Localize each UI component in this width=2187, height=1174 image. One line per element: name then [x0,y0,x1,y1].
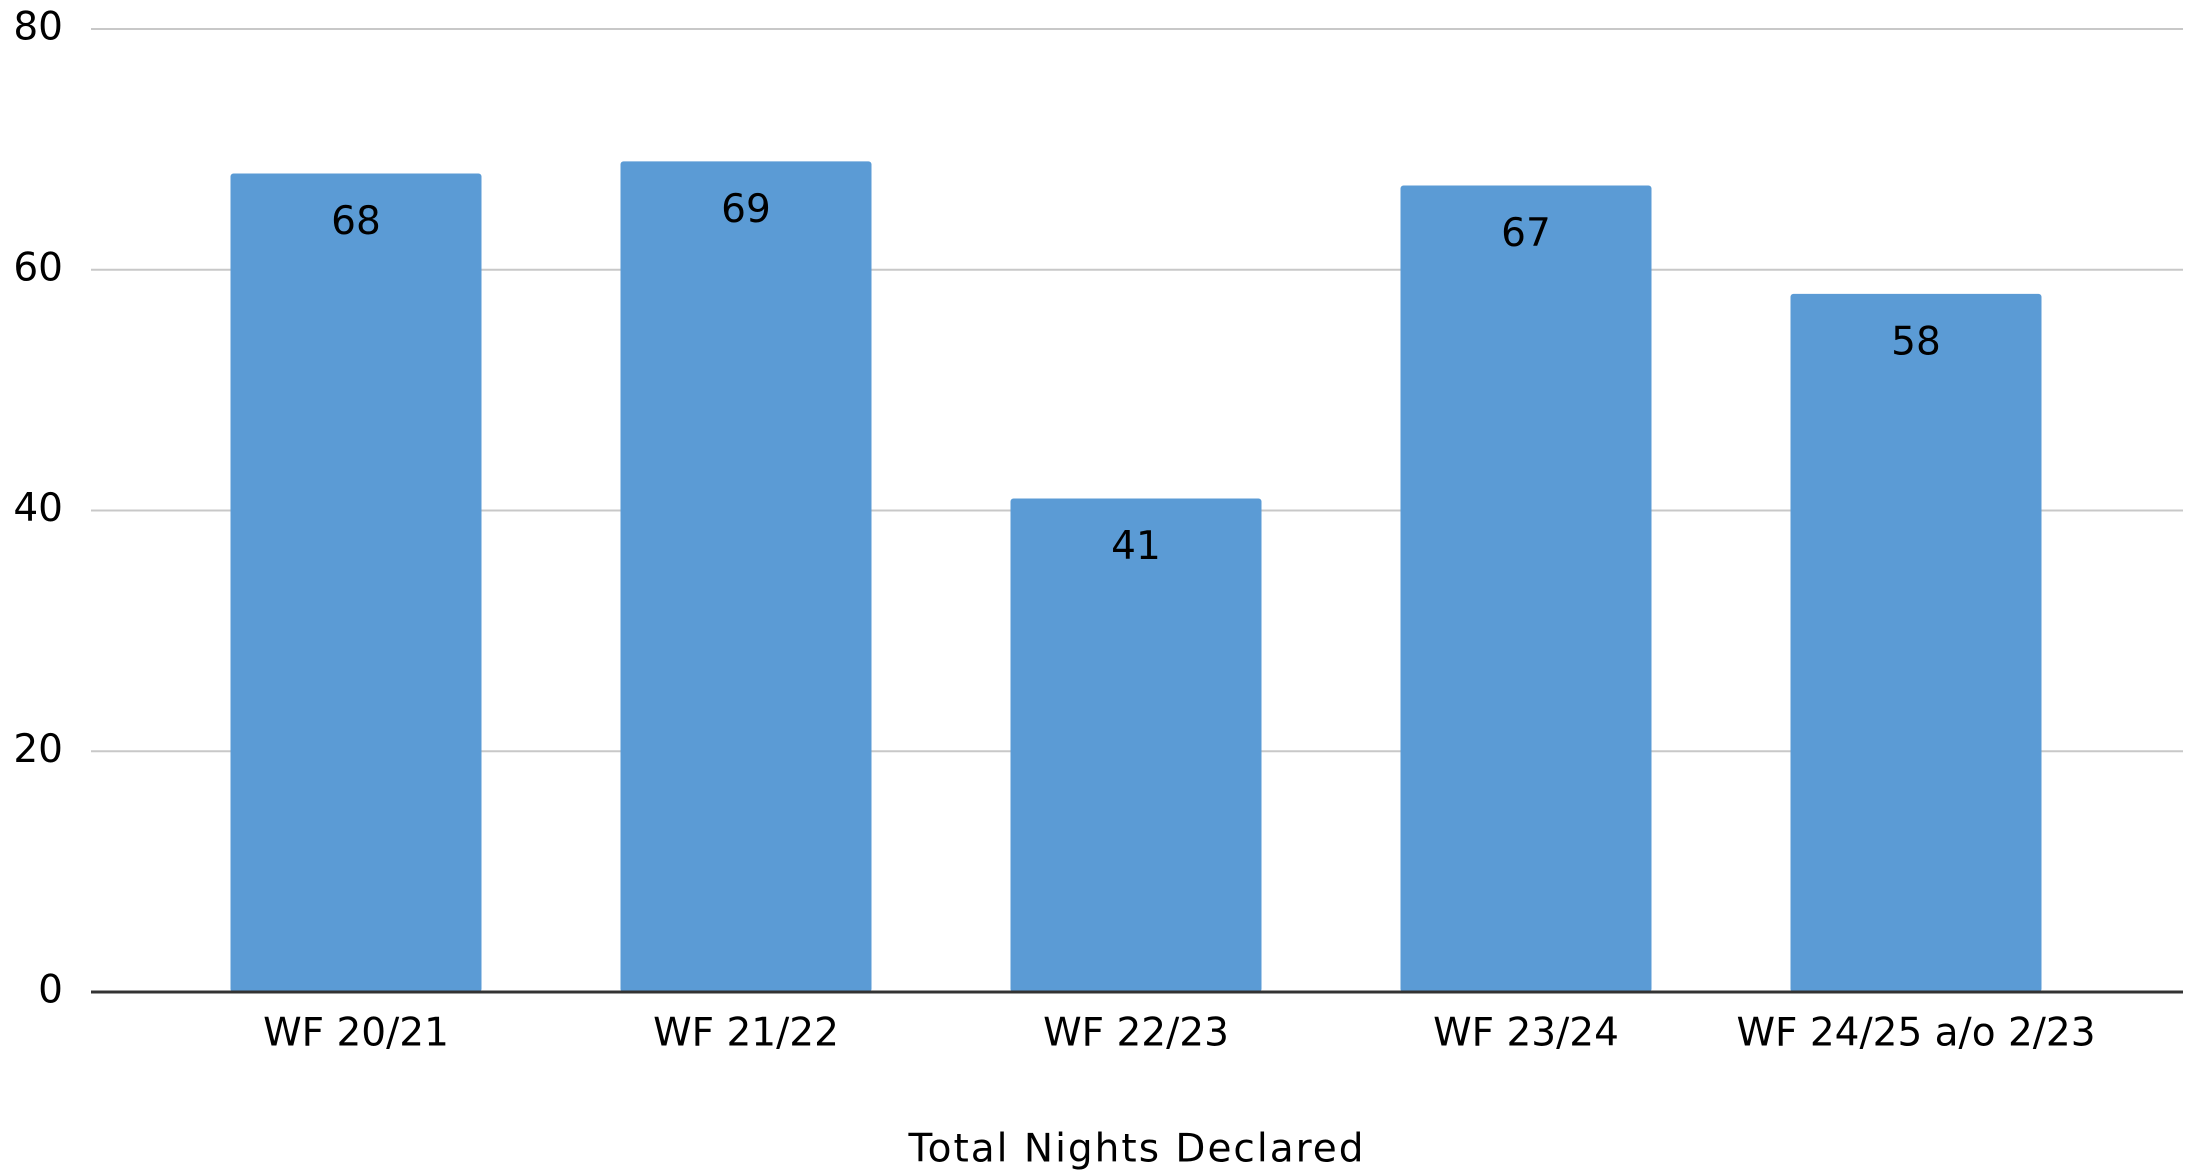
y-tick-label: 80 [13,5,63,50]
bar [620,161,872,993]
x-tick-label: WF 20/21 [263,1011,449,1056]
data-label: 67 [1501,211,1551,256]
y-tick-label: 20 [13,727,63,772]
y-tick-label: 0 [38,968,63,1013]
x-axis-title: Total Nights Declared [907,1127,1365,1172]
data-label: 69 [721,187,771,232]
bar [1400,185,1652,993]
data-label: 41 [1111,524,1161,569]
x-tick-label: WF 21/22 [653,1011,839,1056]
bar [230,173,482,992]
x-tick-label: WF 22/23 [1043,1011,1229,1056]
x-tick-label: WF 24/25 a/o 2/23 [1736,1011,2095,1056]
x-tick-label: WF 23/24 [1433,1011,1619,1056]
y-tick-label: 60 [13,245,63,290]
bar [1790,293,2042,992]
data-label: 58 [1891,319,1941,364]
data-label: 68 [331,199,381,244]
bar [1010,498,1262,992]
y-tick-label: 40 [13,486,63,531]
